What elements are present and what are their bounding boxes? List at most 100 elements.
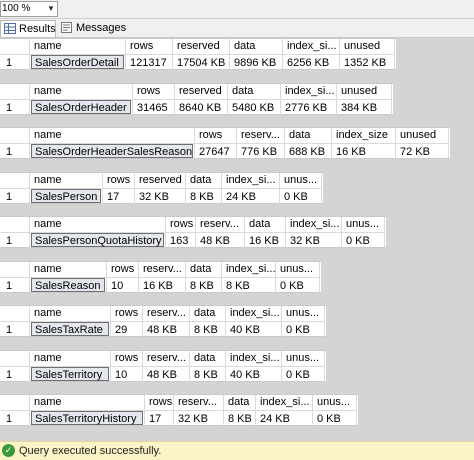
grid-cell[interactable]: 24 KB (256, 410, 313, 426)
grid-cell[interactable]: 163 (166, 232, 196, 248)
grid-cell[interactable]: 72 KB (396, 143, 449, 159)
column-header[interactable]: index_si... (222, 262, 276, 277)
column-header[interactable]: rows (126, 39, 173, 54)
grid-cell[interactable]: 121317 (126, 54, 173, 70)
grid-cell[interactable]: 16 KB (332, 143, 396, 159)
grid-cell[interactable]: 8 KB (190, 321, 226, 337)
result-grid[interactable]: name rows reserv... data index_si... unus... 1… (0, 216, 386, 248)
column-header[interactable]: unus... (282, 306, 325, 321)
column-header[interactable]: data (190, 306, 226, 321)
grid-cell[interactable]: 384 KB (337, 99, 392, 115)
column-header[interactable]: data (190, 351, 226, 366)
column-header[interactable]: unus... (282, 351, 325, 366)
grid-corner[interactable] (0, 351, 30, 366)
grid-cell-selected[interactable]: SalesPerson (30, 188, 103, 204)
column-header[interactable]: data (228, 84, 281, 99)
grid-cell-selected[interactable]: SalesOrderHeaderSalesReason (30, 143, 195, 159)
grid-cell[interactable]: 10 (107, 277, 139, 293)
result-grid[interactable]: name rows reserved data index_si... unused 1 Sa… (0, 38, 396, 70)
column-header[interactable]: data (285, 128, 332, 143)
grid-cell[interactable]: 32 KB (286, 232, 342, 248)
grid-cell-selected[interactable]: SalesTerritoryHistory (30, 410, 145, 426)
grid-cell[interactable]: 40 KB (226, 366, 282, 382)
column-header[interactable]: unus... (313, 395, 357, 410)
column-header[interactable]: index_si... (283, 39, 340, 54)
grid-cell[interactable]: 8 KB (186, 277, 222, 293)
grid-cell[interactable]: 0 KB (313, 410, 357, 426)
column-header[interactable]: rows (103, 173, 135, 188)
grid-cell-selected[interactable]: SalesTerritory (30, 366, 111, 382)
result-grid[interactable]: name rows reserv... data index_si... unus... 1… (0, 350, 326, 382)
column-header[interactable]: rows (111, 306, 143, 321)
grid-cell[interactable]: 24 KB (222, 188, 280, 204)
column-header[interactable]: index_si... (256, 395, 313, 410)
column-header[interactable]: name (30, 306, 111, 321)
grid-cell[interactable]: 29 (111, 321, 143, 337)
grid-cell[interactable]: 688 KB (285, 143, 332, 159)
result-grid[interactable]: name rows reserv... data index_si... unus... 1… (0, 261, 321, 293)
grid-cell[interactable]: 0 KB (282, 366, 325, 382)
column-header[interactable]: unus... (276, 262, 320, 277)
grid-cell[interactable]: 48 KB (196, 232, 245, 248)
grid-cell[interactable]: 8 KB (190, 366, 226, 382)
grid-cell[interactable]: 0 KB (276, 277, 320, 293)
column-header[interactable]: name (30, 217, 166, 232)
column-header[interactable]: index_si... (281, 84, 337, 99)
grid-cell[interactable]: 32 KB (174, 410, 224, 426)
column-header[interactable]: unused (396, 128, 449, 143)
column-header[interactable]: rows (166, 217, 196, 232)
column-header[interactable]: name (30, 39, 126, 54)
column-header[interactable]: index_si... (222, 173, 280, 188)
grid-corner[interactable] (0, 306, 30, 321)
grid-cell[interactable]: 16 KB (245, 232, 286, 248)
result-grid[interactable]: name rows reserved data index_si... unused 1 Sa… (0, 83, 393, 115)
grid-corner[interactable] (0, 173, 30, 188)
grid-cell[interactable]: 31465 (133, 99, 175, 115)
column-header[interactable]: unus... (342, 217, 385, 232)
grid-corner[interactable] (0, 395, 30, 410)
column-header[interactable]: unus... (280, 173, 322, 188)
row-number[interactable]: 1 (0, 321, 30, 337)
grid-cell[interactable]: 8 KB (222, 277, 276, 293)
column-header[interactable]: reserved (135, 173, 186, 188)
chevron-down-icon[interactable]: ▼ (47, 4, 55, 13)
grid-cell[interactable]: 17504 KB (173, 54, 230, 70)
column-header[interactable]: reserv... (143, 351, 190, 366)
grid-corner[interactable] (0, 84, 30, 99)
column-header[interactable]: index_size (332, 128, 396, 143)
column-header[interactable]: reserv... (143, 306, 190, 321)
result-grid[interactable]: name rows reserv... data index_si... unus... 1… (0, 394, 358, 426)
column-header[interactable]: name (30, 262, 107, 277)
results-pane[interactable]: name rows reserved data index_si... unused 1 Sa… (0, 38, 474, 441)
grid-cell[interactable]: 10 (111, 366, 143, 382)
tab-results[interactable]: Results (0, 20, 56, 37)
column-header[interactable]: unused (340, 39, 395, 54)
column-header[interactable]: reserv... (196, 217, 245, 232)
grid-cell-selected[interactable]: SalesPersonQuotaHistory (30, 232, 166, 248)
column-header[interactable]: name (30, 84, 133, 99)
row-number[interactable]: 1 (0, 410, 30, 426)
column-header[interactable]: name (30, 395, 145, 410)
grid-cell[interactable]: 6256 KB (283, 54, 340, 70)
column-header[interactable]: index_si... (226, 306, 282, 321)
column-header[interactable]: reserved (173, 39, 230, 54)
grid-cell-selected[interactable]: SalesOrderDetail (30, 54, 126, 70)
grid-cell[interactable]: 0 KB (342, 232, 385, 248)
grid-corner[interactable] (0, 39, 30, 54)
grid-cell[interactable]: 17 (145, 410, 174, 426)
row-number[interactable]: 1 (0, 54, 30, 70)
grid-cell[interactable]: 16 KB (139, 277, 186, 293)
row-number[interactable]: 1 (0, 143, 30, 159)
column-header[interactable]: index_si... (226, 351, 282, 366)
grid-cell[interactable]: 8 KB (186, 188, 222, 204)
column-header[interactable]: name (30, 173, 103, 188)
column-header[interactable]: data (186, 262, 222, 277)
grid-cell[interactable]: 8 KB (224, 410, 256, 426)
column-header[interactable]: name (30, 351, 111, 366)
grid-cell[interactable]: 0 KB (280, 188, 322, 204)
column-header[interactable]: name (30, 128, 195, 143)
grid-corner[interactable] (0, 128, 30, 143)
result-grid[interactable]: name rows reserv... data index_size unused 1 Sa… (0, 127, 450, 159)
grid-cell[interactable]: 2776 KB (281, 99, 337, 115)
column-header[interactable]: data (186, 173, 222, 188)
